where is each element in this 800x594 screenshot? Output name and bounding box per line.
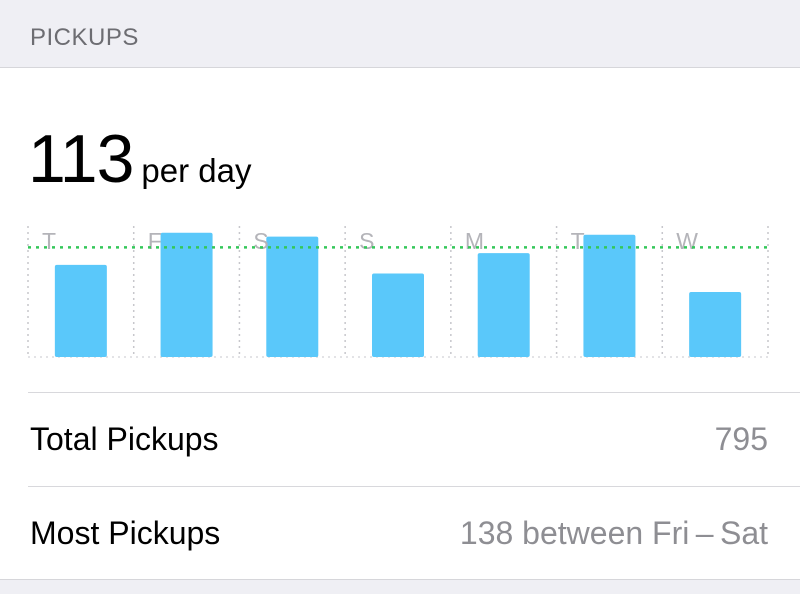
row-divider [28,486,800,487]
bottom-background [0,580,800,594]
chart-bar [583,234,636,357]
day-label: T [571,228,585,254]
chart-bar [160,232,213,357]
day-label: F [148,228,162,254]
total-pickups-row: Total Pickups 795 [0,393,800,485]
pickups-card: 113 per day T F S S M T W Total Pickups 795 Mos… [0,68,800,580]
chart-bar [372,273,424,357]
day-label: M [465,228,484,254]
day-label: T [42,228,56,254]
average-value: 113 [28,121,134,197]
chart-bar [54,264,107,357]
day-label: S [359,228,374,254]
most-pickups-label: Most Pickups [30,515,221,551]
chart-bar [689,291,742,357]
daily-average: 113 per day [28,124,252,194]
section-header: PICKUPS [0,0,800,68]
most-pickups-row: Most Pickups 138 between Fri – Sat [0,487,800,579]
chart-bar [477,253,530,357]
row-divider [28,392,800,393]
day-label: S [253,228,268,254]
most-pickups-value: 138 between Fri – Sat [459,515,768,551]
section-title: PICKUPS [30,24,139,51]
day-label: W [676,228,698,254]
average-unit: per day [141,152,252,189]
chart-bar [266,236,319,357]
total-pickups-label: Total Pickups [30,421,219,457]
total-pickups-value: 795 [714,421,768,457]
